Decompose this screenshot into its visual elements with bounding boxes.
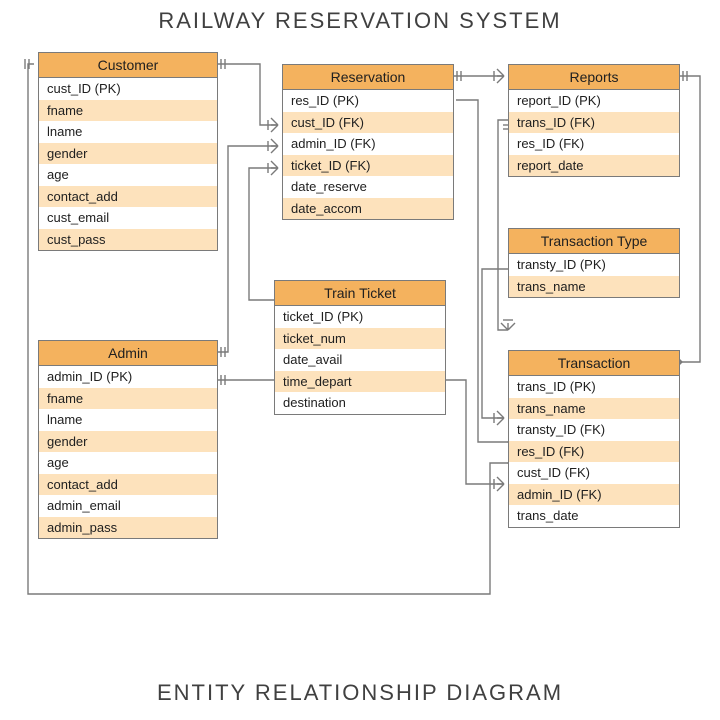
page-title: RAILWAY RESERVATION SYSTEM xyxy=(0,8,720,34)
entity-customer: Customercust_ID (PK)fnamelnamegenderagec… xyxy=(38,52,218,251)
entity-transaction: Transactiontrans_ID (PK)trans_nametranst… xyxy=(508,350,680,528)
field-row: time_depart xyxy=(275,371,445,393)
field-row: cust_pass xyxy=(39,229,217,251)
entity-header: Admin xyxy=(39,341,217,366)
field-row: res_ID (FK) xyxy=(509,133,679,155)
field-row: cust_email xyxy=(39,207,217,229)
field-row: admin_ID (FK) xyxy=(283,133,453,155)
field-row: gender xyxy=(39,431,217,453)
field-row: contact_add xyxy=(39,186,217,208)
field-row: ticket_ID (FK) xyxy=(283,155,453,177)
field-row: date_avail xyxy=(275,349,445,371)
field-row: destination xyxy=(275,392,445,414)
entity-header: Transaction Type xyxy=(509,229,679,254)
entity-header: Reservation xyxy=(283,65,453,90)
entity-header: Train Ticket xyxy=(275,281,445,306)
field-row: res_ID (PK) xyxy=(283,90,453,112)
entity-reservation: Reservationres_ID (PK)cust_ID (FK)admin_… xyxy=(282,64,454,220)
field-row: transty_ID (FK) xyxy=(509,419,679,441)
entity-admin: Adminadmin_ID (PK)fnamelnamegenderagecon… xyxy=(38,340,218,539)
field-row: trans_ID (PK) xyxy=(509,376,679,398)
field-row: cust_ID (PK) xyxy=(39,78,217,100)
field-row: trans_name xyxy=(509,398,679,420)
field-row: cust_ID (FK) xyxy=(283,112,453,134)
field-row: trans_ID (FK) xyxy=(509,112,679,134)
field-row: lname xyxy=(39,409,217,431)
field-row: admin_ID (PK) xyxy=(39,366,217,388)
entity-reports: Reportsreport_ID (PK)trans_ID (FK)res_ID… xyxy=(508,64,680,177)
field-row: ticket_ID (PK) xyxy=(275,306,445,328)
field-row: admin_pass xyxy=(39,517,217,539)
field-row: transty_ID (PK) xyxy=(509,254,679,276)
entity-header: Reports xyxy=(509,65,679,90)
field-row: report_date xyxy=(509,155,679,177)
field-row: res_ID (FK) xyxy=(509,441,679,463)
entity-header: Transaction xyxy=(509,351,679,376)
field-row: ticket_num xyxy=(275,328,445,350)
field-row: admin_ID (FK) xyxy=(509,484,679,506)
field-row: age xyxy=(39,164,217,186)
field-row: date_reserve xyxy=(283,176,453,198)
field-row: report_ID (PK) xyxy=(509,90,679,112)
field-row: age xyxy=(39,452,217,474)
field-row: gender xyxy=(39,143,217,165)
page-footer: ENTITY RELATIONSHIP DIAGRAM xyxy=(0,680,720,706)
entity-train-ticket: Train Ticketticket_ID (PK)ticket_numdate… xyxy=(274,280,446,415)
field-row: trans_name xyxy=(509,276,679,298)
field-row: trans_date xyxy=(509,505,679,527)
field-row: cust_ID (FK) xyxy=(509,462,679,484)
field-row: fname xyxy=(39,388,217,410)
field-row: fname xyxy=(39,100,217,122)
entity-header: Customer xyxy=(39,53,217,78)
field-row: contact_add xyxy=(39,474,217,496)
field-row: admin_email xyxy=(39,495,217,517)
field-row: lname xyxy=(39,121,217,143)
entity-transaction-type: Transaction Typetransty_ID (PK)trans_nam… xyxy=(508,228,680,298)
field-row: date_accom xyxy=(283,198,453,220)
